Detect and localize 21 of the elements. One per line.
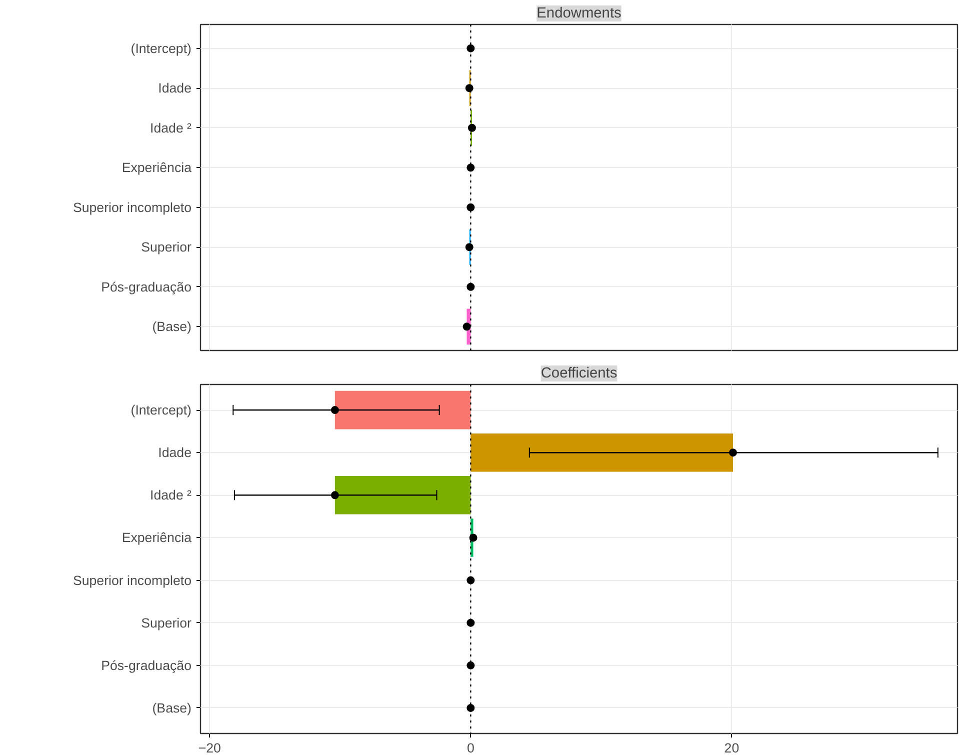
y-tick-label: (Intercept): [130, 402, 192, 418]
y-tick-label: Experiência: [122, 530, 192, 546]
y-tick-label: (Intercept): [130, 40, 192, 56]
x-tick-label: 0: [466, 740, 474, 755]
y-tick-label: Superior incompleto: [72, 572, 192, 588]
y-tick-label: (Base): [152, 700, 192, 716]
y-tick-label: Idade ²: [150, 120, 192, 136]
y-tick-label: Pós-graduação: [101, 279, 192, 294]
y-tick-label: Superior: [141, 240, 192, 255]
y-tick-label: (Base): [152, 319, 192, 334]
y-tick-label: Pós-graduação: [101, 658, 192, 673]
x-tick-label: 20: [724, 740, 740, 755]
chart-title: Endowments: [536, 6, 622, 22]
y-tick-label: Experiência: [122, 160, 192, 176]
y-tick-label: Idade: [158, 80, 192, 96]
chart-title: Coefficients: [540, 366, 618, 382]
y-tick-label: Idade: [158, 445, 192, 460]
y-tick-label: Idade ²: [150, 488, 192, 503]
x-tick-label: −20: [198, 740, 221, 755]
y-tick-label: Superior incompleto: [72, 200, 192, 215]
y-tick-label: Superior: [141, 615, 192, 630]
